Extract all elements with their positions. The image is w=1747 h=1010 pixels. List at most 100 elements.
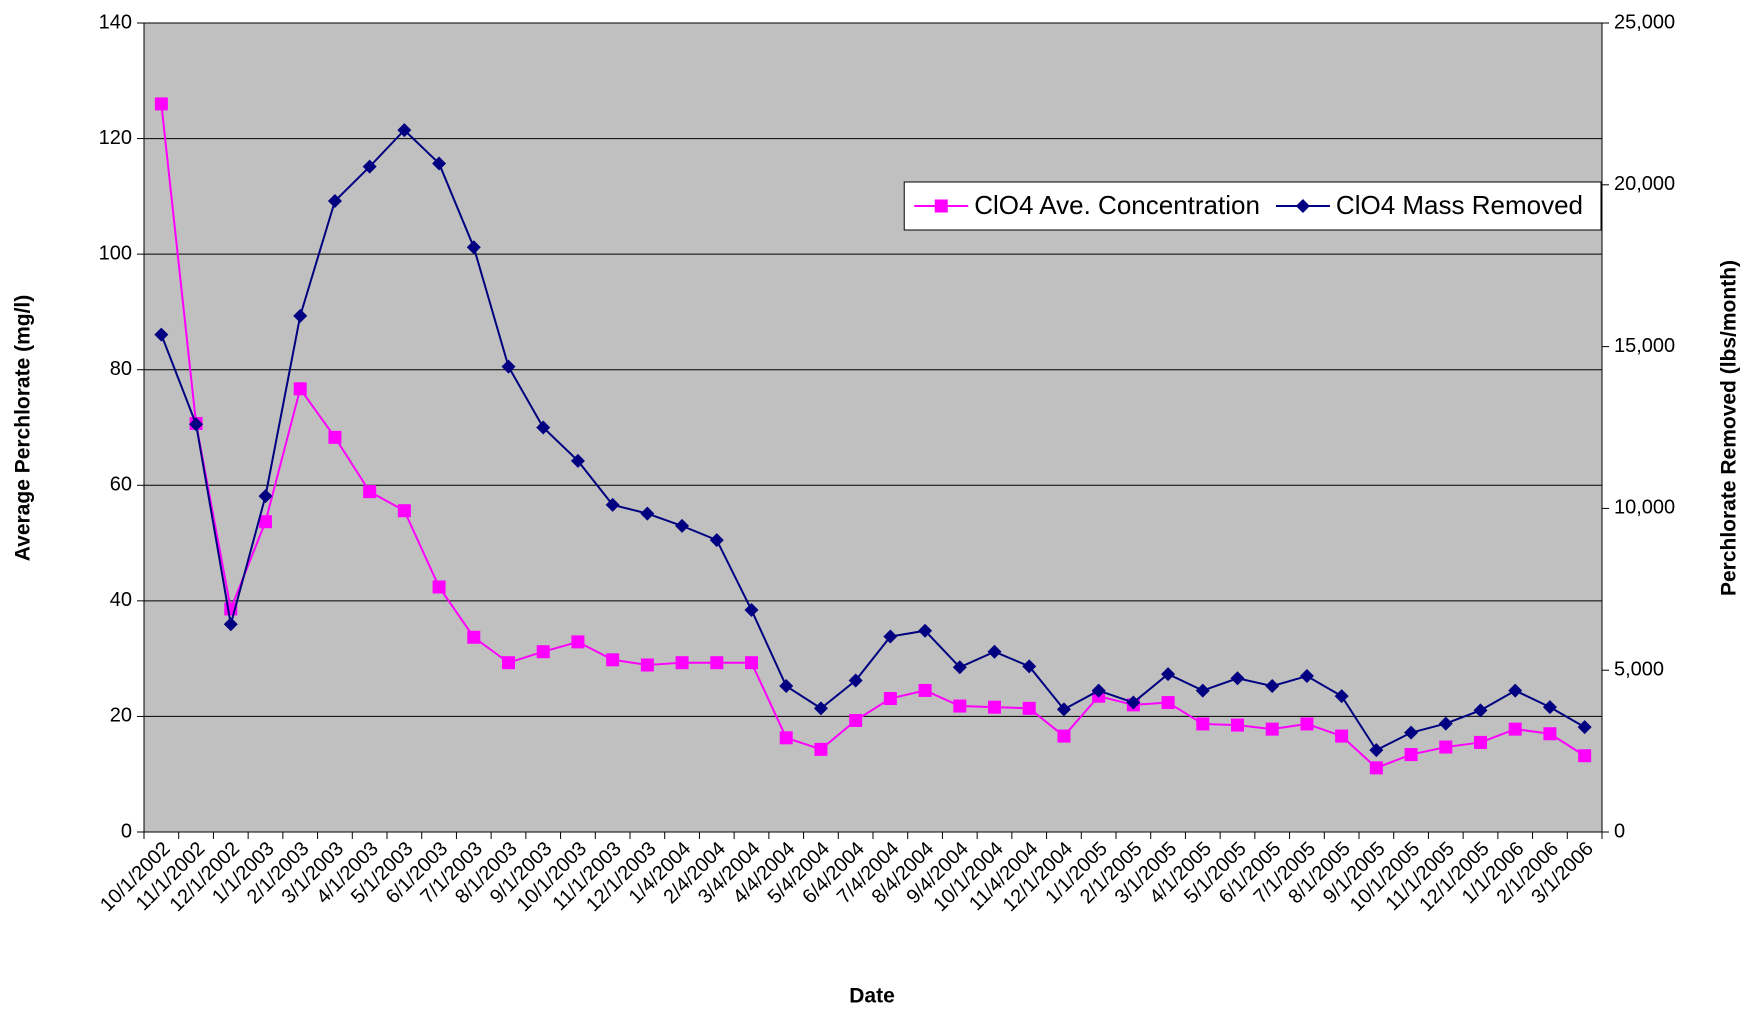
marker <box>779 731 793 745</box>
marker <box>987 644 1002 659</box>
y2-tick-label: 20,000 <box>1614 173 1675 195</box>
y-tick-label: 60 <box>110 474 132 496</box>
marker <box>1161 667 1176 682</box>
marker <box>1230 671 1245 686</box>
marker <box>1295 199 1310 213</box>
legend-label: ClO4 Ave. Concentration <box>974 190 1260 220</box>
marker <box>605 497 620 512</box>
marker <box>1508 683 1523 698</box>
legend-item: ClO4 Mass Removed <box>1275 190 1583 220</box>
y2-tick-label: 5,000 <box>1614 658 1664 680</box>
marker <box>432 156 447 171</box>
y2-tick-label: 15,000 <box>1614 335 1675 357</box>
legend-label: ClO4 Mass Removed <box>1336 190 1583 220</box>
marker <box>1161 696 1175 710</box>
marker <box>744 603 759 618</box>
marker <box>918 623 933 638</box>
marker <box>536 645 550 659</box>
marker <box>1126 695 1141 710</box>
marker <box>1369 761 1383 775</box>
marker <box>883 692 897 706</box>
y2-axis-title: Perchlorate Removed (lbs/month) <box>1718 260 1741 596</box>
legend-box <box>903 181 1602 231</box>
marker <box>1265 722 1279 736</box>
marker <box>467 630 481 644</box>
marker <box>745 656 758 670</box>
marker <box>223 617 238 632</box>
marker <box>258 489 273 504</box>
legend-item: ClO4 Ave. Concentration <box>914 190 1260 220</box>
marker <box>293 382 307 396</box>
marker <box>883 629 898 644</box>
marker <box>1439 740 1453 754</box>
marker <box>536 420 551 435</box>
marker <box>849 713 863 727</box>
marker <box>1369 743 1384 758</box>
marker <box>1057 729 1071 743</box>
marker <box>988 700 1001 714</box>
marker <box>640 506 655 521</box>
marker <box>1022 701 1036 715</box>
marker <box>259 515 272 529</box>
marker <box>571 635 585 649</box>
x-axis-title: Date <box>849 985 895 1008</box>
y-tick-label: 120 <box>99 127 132 149</box>
y-tick-label: 0 <box>121 820 132 842</box>
marker <box>709 533 724 548</box>
series-line <box>160 128 1586 752</box>
marker <box>813 701 828 716</box>
marker <box>154 97 168 111</box>
marker <box>1404 748 1418 762</box>
y-tick-label: 80 <box>110 358 132 380</box>
marker <box>1577 720 1592 735</box>
marker <box>1404 725 1419 740</box>
marker <box>1474 735 1487 749</box>
marker <box>640 658 654 672</box>
marker <box>570 453 585 468</box>
marker <box>779 679 794 694</box>
marker <box>1231 718 1244 732</box>
marker <box>397 504 411 518</box>
marker <box>1542 700 1557 715</box>
marker <box>397 123 412 138</box>
plot-area <box>144 23 1602 832</box>
marker <box>1335 729 1349 743</box>
y2-tick-label: 0 <box>1614 820 1625 842</box>
marker <box>1300 717 1314 731</box>
y-tick-label: 40 <box>110 589 132 611</box>
marker <box>362 159 377 174</box>
legend: ClO4 Ave. Concentration ClO4 Mass Removed <box>903 181 1602 231</box>
marker <box>848 673 863 688</box>
marker <box>327 193 342 208</box>
marker <box>363 485 377 499</box>
marker <box>952 660 967 675</box>
marker <box>501 359 516 374</box>
marker <box>1473 703 1488 718</box>
marker <box>1438 716 1453 731</box>
marker <box>710 656 724 670</box>
marker <box>1195 683 1210 698</box>
marker <box>328 430 342 444</box>
y2-tick-label: 10,000 <box>1614 497 1675 519</box>
marker <box>675 518 690 533</box>
marker <box>466 240 481 255</box>
marker <box>934 199 948 213</box>
marker <box>1508 722 1522 736</box>
marker <box>189 417 204 432</box>
marker <box>675 656 689 670</box>
marker <box>1334 689 1349 704</box>
marker <box>1091 683 1106 698</box>
marker <box>293 308 308 323</box>
y-tick-label: 140 <box>99 11 132 33</box>
marker <box>154 327 169 342</box>
marker <box>814 742 828 756</box>
marker <box>918 683 932 697</box>
marker <box>1578 749 1592 763</box>
y2-tick-label: 25,000 <box>1614 11 1675 33</box>
marker <box>1022 659 1037 674</box>
marker <box>1543 727 1557 741</box>
marker <box>1196 717 1210 731</box>
marker <box>502 656 515 670</box>
marker <box>1265 679 1280 694</box>
y-axis-title: Average Perchlorate (mg/l) <box>12 295 35 561</box>
